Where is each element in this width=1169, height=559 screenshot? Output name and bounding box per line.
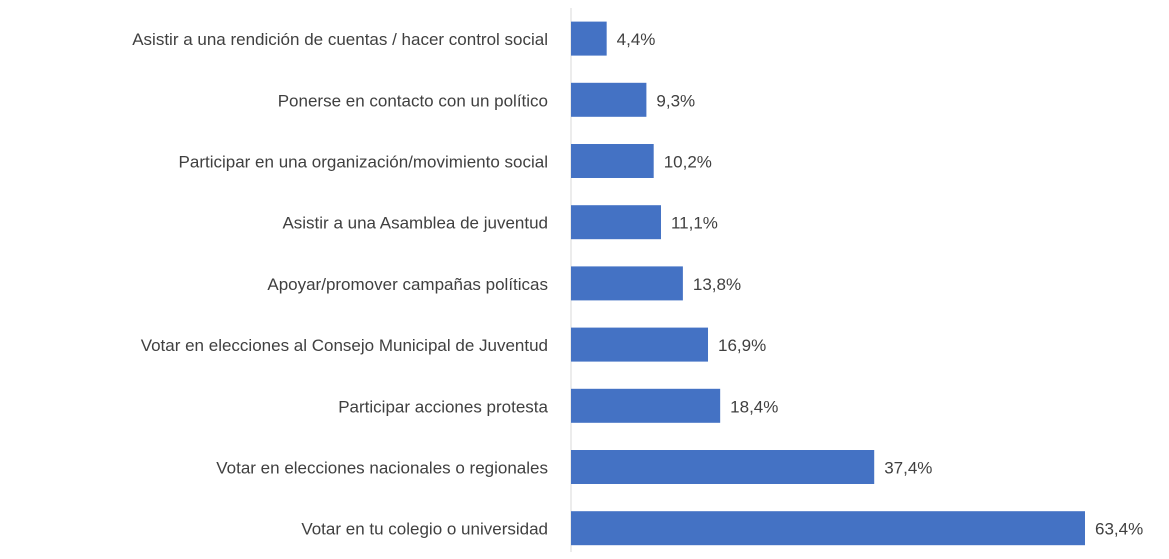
data-label: 11,1% bbox=[671, 214, 718, 233]
y-tick-label: Participar en una organización/movimient… bbox=[179, 152, 548, 171]
bar bbox=[571, 21, 607, 56]
data-label: 10,2% bbox=[664, 152, 712, 171]
data-label: 9,3% bbox=[656, 91, 695, 110]
bar bbox=[571, 205, 661, 240]
y-tick-label: Ponerse en contacto con un político bbox=[278, 91, 548, 110]
bar bbox=[571, 388, 721, 423]
bar bbox=[571, 511, 1085, 546]
data-label: 13,8% bbox=[693, 275, 741, 294]
y-tick-label: Apoyar/promover campañas políticas bbox=[267, 275, 548, 294]
data-label: 18,4% bbox=[730, 397, 778, 416]
bar bbox=[571, 266, 683, 301]
data-label: 16,9% bbox=[718, 336, 766, 355]
bar bbox=[571, 327, 709, 362]
data-label: 4,4% bbox=[617, 30, 656, 49]
bar bbox=[571, 82, 647, 117]
y-tick-label: Asistir a una Asamblea de juventud bbox=[282, 214, 548, 233]
y-tick-label: Votar en tu colegio o universidad bbox=[301, 520, 548, 539]
y-tick-label: Participar acciones protesta bbox=[338, 397, 548, 416]
y-tick-label: Votar en elecciones al Consejo Municipal… bbox=[141, 336, 548, 355]
y-tick-label: Votar en elecciones nacionales o regiona… bbox=[216, 458, 548, 477]
y-tick-label: Asistir a una rendición de cuentas / hac… bbox=[132, 30, 548, 49]
data-label: 37,4% bbox=[884, 458, 932, 477]
bar bbox=[571, 144, 654, 178]
bar bbox=[571, 450, 875, 484]
data-label: 63,4% bbox=[1095, 520, 1143, 539]
